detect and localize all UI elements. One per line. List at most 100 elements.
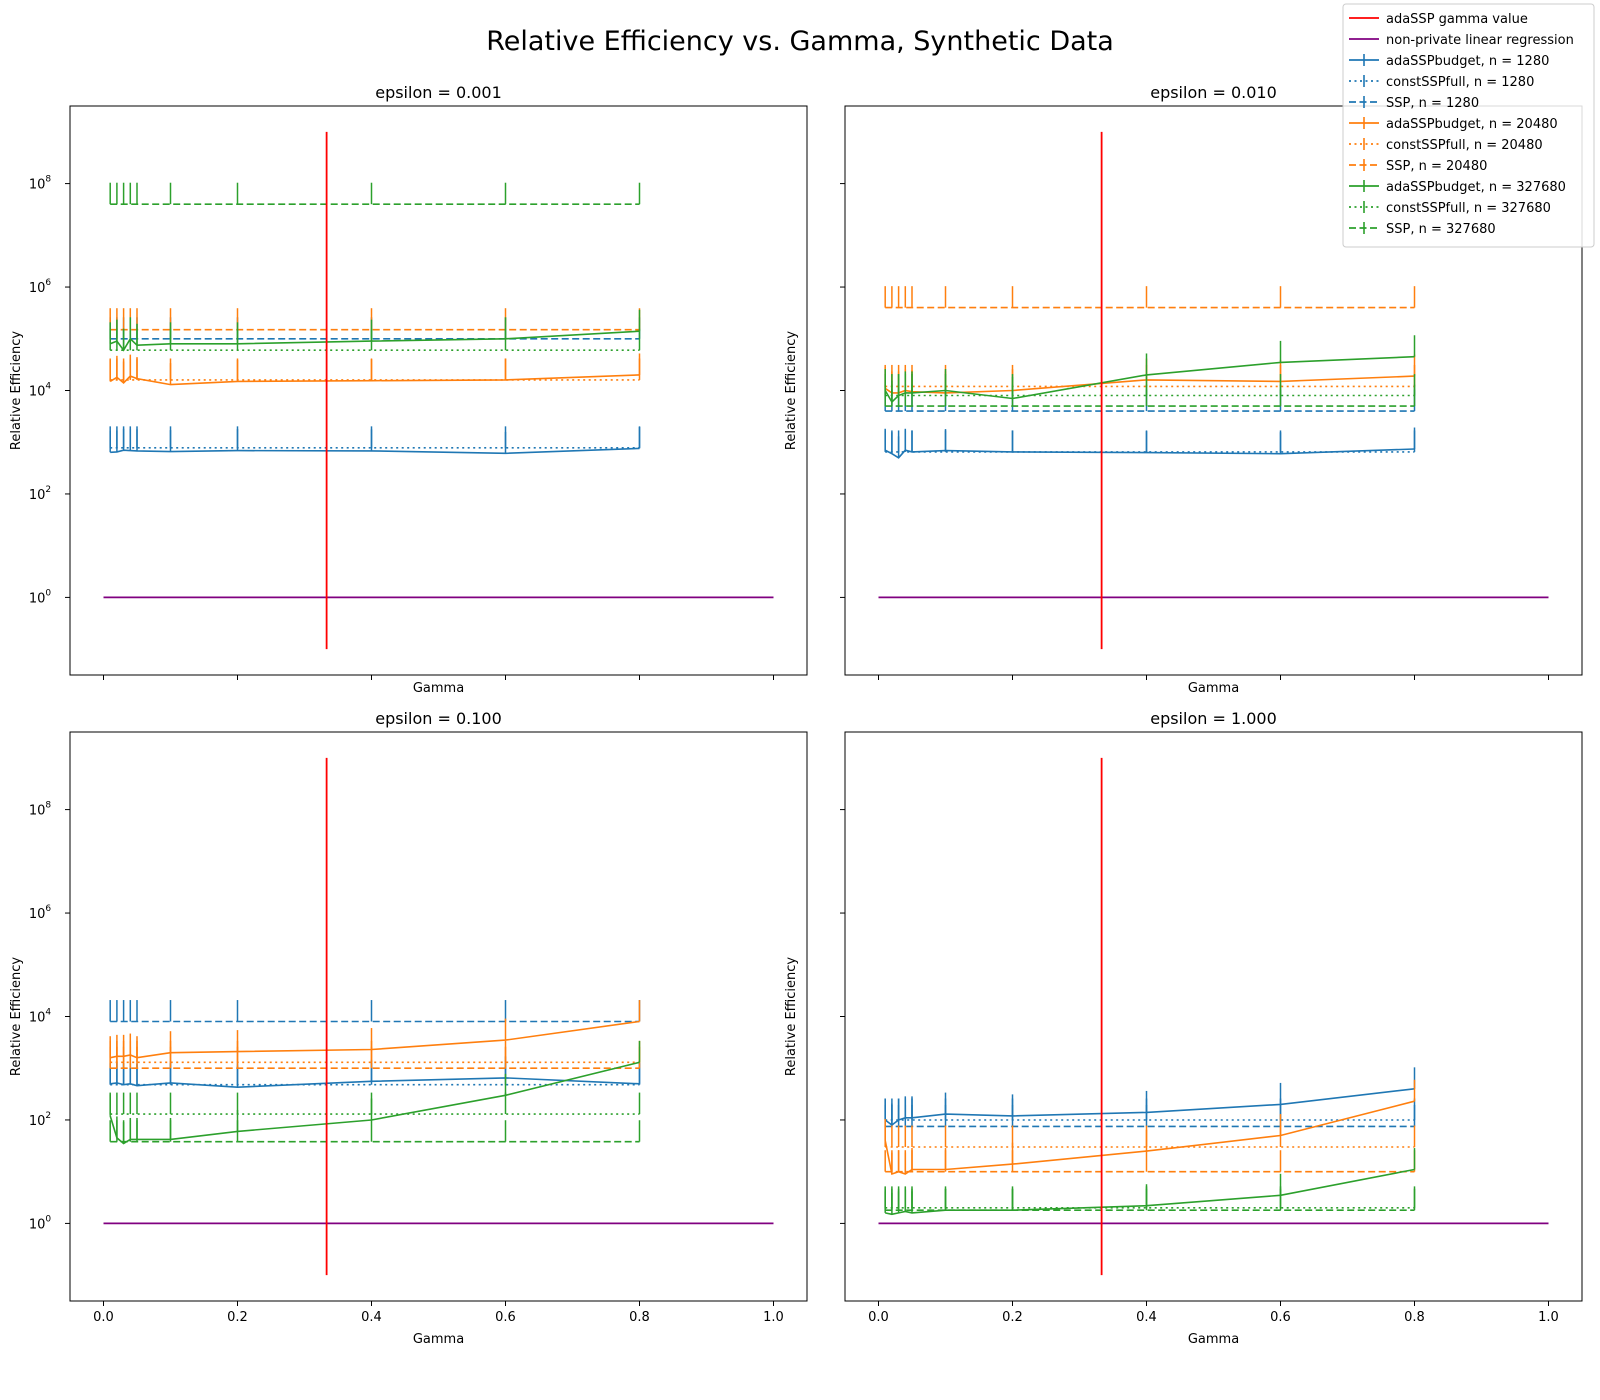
subplot-2: epsilon = 0.010 Gamma Relative Efficiency [784, 83, 1583, 696]
series [884, 384, 1416, 407]
y-tick-label: 108 [29, 175, 52, 193]
y-axis-label: Relative Efficiency [784, 957, 799, 1076]
series [109, 308, 641, 331]
x-axis-label: Gamma [413, 681, 464, 696]
legend-item: SSP, n = 20480 [1349, 159, 1487, 174]
series [884, 1067, 1416, 1126]
series [884, 1150, 1416, 1173]
subplot-frame [844, 105, 1583, 676]
series [109, 1000, 641, 1023]
series [884, 1125, 1416, 1148]
series [109, 1040, 641, 1145]
x-tick-label: 1.0 [1538, 1310, 1559, 1325]
subplot-3: epsilon = 0.100 0.0 0.2 0.4 0.6 0.8 1.0 100 102 1… [9, 709, 808, 1347]
plot-area [103, 757, 774, 1276]
series [884, 427, 1416, 459]
subplot-title: epsilon = 0.100 [375, 709, 502, 728]
y-tick-label: 106 [29, 904, 52, 922]
y-tick-label: 100 [29, 588, 52, 606]
legend-label: SSP, n = 327680 [1386, 222, 1496, 237]
y-axis-label: Relative Efficiency [9, 331, 24, 450]
legend-item: constSSPfull, n = 327680 [1349, 201, 1551, 216]
series [884, 335, 1416, 404]
legend-label: constSSPfull, n = 327680 [1386, 201, 1551, 216]
series [884, 430, 1416, 453]
x-tick-label: 0.0 [93, 1310, 114, 1325]
subplot-frame [69, 731, 808, 1302]
legend-item: constSSPfull, n = 20480 [1349, 138, 1543, 153]
subplot-4: epsilon = 1.000 0.0 0.2 0.4 0.6 0.8 1.0 Gamma Re… [784, 709, 1583, 1347]
plot-area [103, 131, 774, 650]
y-tick-label: 102 [29, 485, 51, 503]
subplot-frame [69, 105, 808, 676]
legend-label: constSSPfull, n = 20480 [1386, 138, 1543, 153]
subplot-title: epsilon = 0.010 [1150, 83, 1277, 102]
legend-label: adaSSP gamma value [1386, 12, 1528, 27]
series-line [109, 330, 640, 352]
x-tick-label: 0.4 [361, 1310, 382, 1325]
legend-label: non-private linear regression [1386, 33, 1574, 48]
x-tick-label: 0.2 [227, 1310, 248, 1325]
x-axis-label: Gamma [413, 1332, 464, 1347]
legend-label: SSP, n = 20480 [1386, 159, 1487, 174]
legend-item: SSP, n = 327680 [1349, 222, 1496, 237]
legend-item: adaSSPbudget, n = 1280 [1349, 54, 1549, 69]
series [109, 1092, 641, 1115]
x-tick-label: 0.6 [495, 1310, 516, 1325]
series-line [884, 1088, 1415, 1126]
series [109, 182, 641, 205]
legend-label: adaSSPbudget, n = 327680 [1386, 180, 1566, 195]
x-tick-label: 0.8 [1404, 1310, 1425, 1325]
legend: adaSSP gamma value non-private linear reg… [1342, 3, 1595, 248]
series-line [110, 447, 640, 455]
series [109, 358, 641, 381]
series-line [109, 1061, 640, 1145]
series [109, 1000, 641, 1059]
series-line [884, 355, 1415, 404]
series [109, 1046, 641, 1069]
y-tick-label: 102 [29, 1111, 51, 1129]
series-line [885, 1168, 1415, 1216]
subplot-title: epsilon = 1.000 [1150, 709, 1277, 728]
x-axis-label: Gamma [1188, 1332, 1239, 1347]
x-tick-label: 0.6 [1270, 1310, 1291, 1325]
series-line [884, 375, 1415, 394]
series [109, 1120, 641, 1143]
x-tick-label: 0.0 [868, 1310, 889, 1325]
legend-item: adaSSP gamma value [1349, 12, 1528, 27]
x-tick-label: 0.4 [1136, 1310, 1157, 1325]
y-tick-label: 104 [29, 1008, 52, 1026]
series [884, 286, 1416, 309]
y-axis-label: Relative Efficiency [9, 957, 24, 1076]
series [884, 1148, 1416, 1216]
legend-label: SSP, n = 1280 [1386, 96, 1479, 111]
x-tick-label: 0.8 [629, 1310, 650, 1325]
plot-area [878, 757, 1549, 1276]
series [884, 1098, 1416, 1121]
y-tick-label: 100 [29, 1214, 52, 1232]
x-tick-label: 0.2 [1002, 1310, 1023, 1325]
series [884, 1188, 1416, 1211]
series-line [109, 374, 640, 386]
legend-item: SSP, n = 1280 [1349, 96, 1479, 111]
y-tick-label: 104 [29, 382, 52, 400]
series [109, 328, 641, 352]
series-line [110, 1020, 640, 1059]
subplot-1: epsilon = 0.001 100 102 104 106 108 Gamma Relat… [9, 83, 808, 696]
legend-box [1342, 3, 1595, 248]
y-tick-label: 106 [29, 278, 52, 296]
series [884, 1104, 1416, 1128]
subplot-title: epsilon = 0.001 [375, 83, 502, 102]
series [884, 1186, 1416, 1209]
series-line [884, 448, 1415, 459]
legend-item: non-private linear regression [1349, 33, 1574, 48]
legend-item: adaSSPbudget, n = 327680 [1349, 180, 1566, 195]
legend-label: adaSSPbudget, n = 1280 [1386, 54, 1549, 69]
y-tick-label: 108 [29, 801, 52, 819]
figure-title: Relative Efficiency vs. Gamma, Synthetic… [486, 26, 1114, 57]
series-line [110, 1077, 640, 1089]
series [109, 426, 641, 455]
plot-area [878, 131, 1549, 650]
subplot-frame [844, 731, 1583, 1302]
